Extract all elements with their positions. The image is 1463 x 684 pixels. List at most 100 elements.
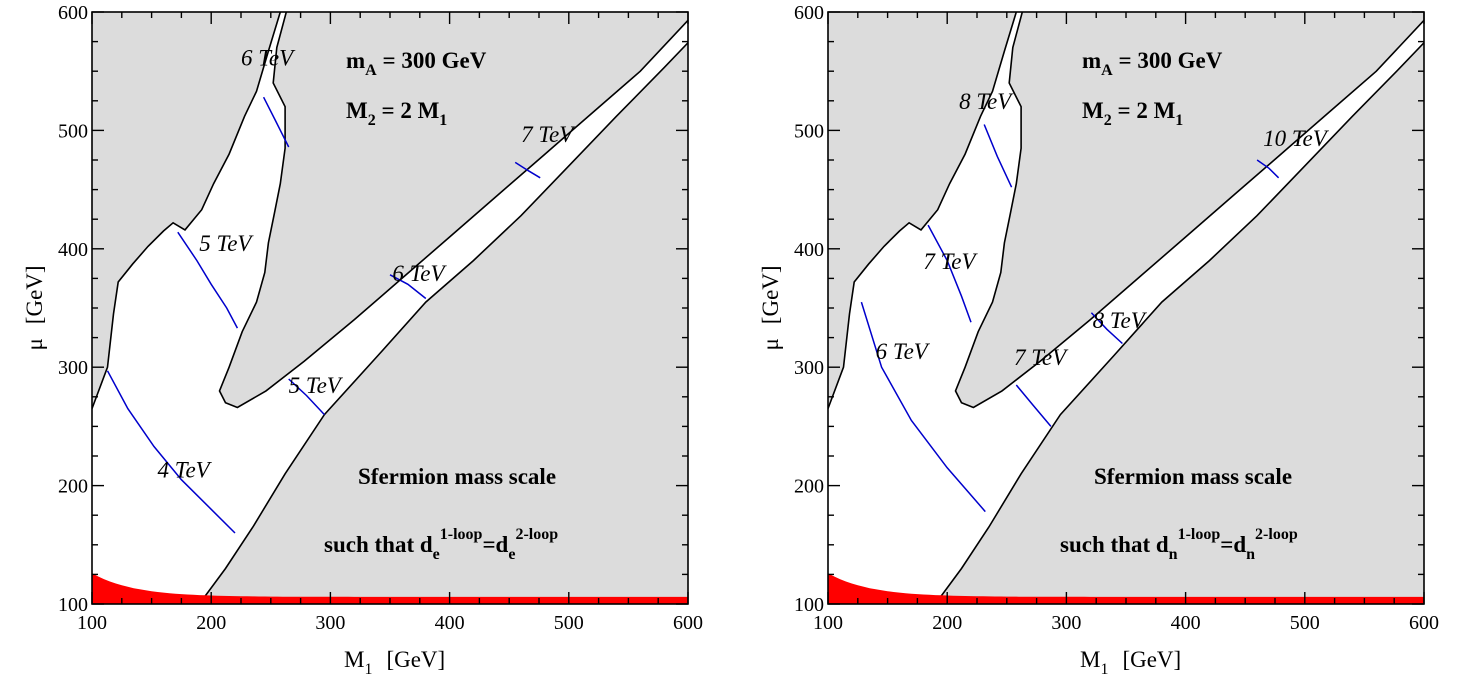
text-part: =d	[482, 532, 508, 557]
text-part: A	[1101, 62, 1113, 79]
contour-line-5	[389, 274, 427, 300]
y-tick-label: 300	[58, 357, 88, 379]
text-part: [GeV]	[758, 265, 783, 324]
contour-label: 8 TeV	[1093, 308, 1148, 333]
text-part: e	[508, 546, 515, 563]
boundary-line-inner	[954, 12, 1424, 409]
text-part: m	[346, 48, 365, 73]
x-tick-label: 500	[554, 612, 584, 634]
text-part: 2-loop	[515, 526, 558, 543]
contour-label: 6 TeV	[876, 339, 931, 364]
info-line-M2: M2 = 2 M1	[1082, 98, 1183, 129]
text-part: such that d	[1060, 532, 1169, 557]
contour-label: 7 TeV	[1014, 345, 1069, 370]
info-line-mA: mA = 300 GeV	[1082, 48, 1223, 79]
contour-line-3	[262, 96, 290, 148]
inner-excluded-region	[219, 12, 688, 408]
text-part: [GeV]	[386, 647, 445, 672]
annotation-title: Sfermion mass scale	[358, 464, 556, 489]
y-tick-label: 600	[58, 2, 88, 24]
text-part: 1	[364, 661, 372, 678]
contour-label: 7 TeV	[521, 122, 576, 147]
x-tick-label: 300	[1051, 612, 1081, 634]
text-part: =d	[1220, 532, 1246, 557]
y-tick-label: 400	[794, 239, 824, 261]
contour-line-2	[177, 231, 239, 329]
y-tick-label: 100	[794, 594, 824, 616]
contour-label: 4 TeV	[158, 457, 213, 482]
info-line-M2: M2 = 2 M1	[346, 98, 447, 129]
annotation-condition: such that dn1-loop=dn2-loop	[1060, 526, 1298, 563]
bottom-excluded-band	[828, 573, 1424, 604]
text-part: = 2 M	[1112, 98, 1176, 123]
text-part: μ	[758, 338, 783, 350]
boundary-line-outer	[828, 12, 1018, 409]
contour-label: 6 TeV	[241, 45, 296, 70]
y-tick-label: 200	[58, 476, 88, 498]
contour-line-4	[1015, 384, 1052, 427]
text-part: μ	[22, 338, 47, 350]
text-part: e	[433, 546, 440, 563]
bottom-excluded-band	[92, 573, 688, 604]
contour-line-3	[983, 124, 1013, 188]
annotation-condition: such that de1-loop=de2-loop	[324, 526, 558, 563]
x-tick-label: 600	[1409, 612, 1439, 634]
x-tick-label: 500	[1290, 612, 1320, 634]
text-part: = 2 M	[376, 98, 440, 123]
text-part: = 300 GeV	[1113, 48, 1223, 73]
x-tick-label: 400	[1171, 612, 1201, 634]
contour-label: 7 TeV	[923, 249, 978, 274]
info-line-mA: mA = 300 GeV	[346, 48, 487, 79]
contour-label: 5 TeV	[199, 231, 254, 256]
x-axis-label: M1 [GeV]	[344, 647, 445, 678]
contour-line-2	[927, 224, 972, 323]
x-tick-label: 600	[673, 612, 703, 634]
text-part: 1	[1175, 112, 1183, 129]
x-tick-label: 100	[813, 612, 843, 634]
y-axis-label: μ [GeV]	[22, 265, 47, 350]
inner-excluded-region	[955, 12, 1424, 408]
y-tick-label: 100	[58, 594, 88, 616]
contour-line-1	[106, 370, 236, 534]
boundary-line-inner	[218, 12, 688, 409]
y-tick-label: 500	[794, 120, 824, 142]
ticks	[827, 11, 1425, 605]
annotation-title: Sfermion mass scale	[1094, 464, 1292, 489]
x-tick-label: 300	[315, 612, 345, 634]
contour-label: 10 TeV	[1263, 126, 1330, 151]
y-tick-label: 300	[794, 357, 824, 379]
contour-line-6	[1256, 159, 1280, 179]
text-part: 2	[1104, 112, 1112, 129]
x-tick-label: 100	[77, 612, 107, 634]
x-axis-label: M1 [GeV]	[1080, 647, 1181, 678]
contour-line-4	[288, 378, 325, 416]
text-part: 2	[368, 112, 376, 129]
y-tick-label: 400	[58, 239, 88, 261]
text-part: 1	[439, 112, 447, 129]
text-part: = 300 GeV	[377, 48, 487, 73]
text-part: 1-loop	[1178, 526, 1221, 543]
contour-line-6	[514, 161, 541, 179]
text-part: 1	[1100, 661, 1108, 678]
plot-area	[92, 12, 688, 604]
contour-label: 5 TeV	[289, 373, 344, 398]
text-part: such that d	[324, 532, 433, 557]
text-part: M	[346, 98, 368, 123]
plot-area	[828, 12, 1424, 604]
y-tick-label: 600	[794, 2, 824, 24]
text-part: [GeV]	[22, 265, 47, 324]
text-part: [GeV]	[1122, 647, 1181, 672]
y-axis-label: μ [GeV]	[758, 265, 783, 350]
x-tick-label: 200	[932, 612, 962, 634]
x-tick-label: 400	[435, 612, 465, 634]
text-part: M	[344, 647, 364, 672]
text-part: m	[1082, 48, 1101, 73]
boundary-line-right	[198, 41, 688, 604]
x-tick-label: 200	[196, 612, 226, 634]
boundary-line-right	[934, 41, 1424, 604]
contour-line-5	[1090, 312, 1123, 345]
text-part: n	[1246, 546, 1255, 563]
text-part: 2-loop	[1255, 526, 1298, 543]
